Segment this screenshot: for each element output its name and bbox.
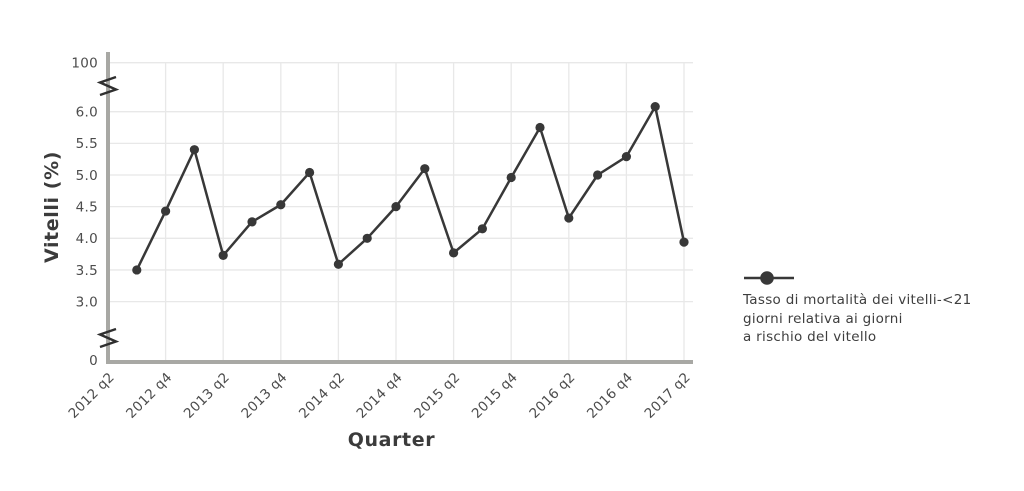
data-point xyxy=(247,217,257,227)
data-point xyxy=(593,170,603,180)
data-point xyxy=(333,259,343,269)
data-point xyxy=(621,152,632,162)
data-point xyxy=(132,265,142,275)
x-tick-label: 2016 q4 xyxy=(584,370,636,422)
data-point xyxy=(218,250,228,260)
data-point xyxy=(564,213,574,223)
data-point xyxy=(506,172,516,183)
x-tick-label: 2015 q4 xyxy=(469,370,521,422)
axis-break-icon xyxy=(96,327,120,349)
data-point xyxy=(679,237,689,247)
axis-break-icon xyxy=(96,75,120,97)
x-tick-label: 2013 q4 xyxy=(238,370,290,422)
x-tick-label: 2012 q2 xyxy=(66,370,118,422)
x-tick-label: 2014 q2 xyxy=(296,370,348,422)
legend-label-line1: Tasso di mortalità dei vitelli-<21 xyxy=(743,292,972,308)
data-point xyxy=(477,224,487,234)
data-point xyxy=(305,167,315,178)
y-tick-label: 5.0 xyxy=(76,168,98,184)
y-tick-label: 6.0 xyxy=(76,105,98,121)
x-tick-label: 2015 q2 xyxy=(411,370,463,422)
data-point xyxy=(449,248,459,258)
data-point xyxy=(189,145,199,155)
data-point xyxy=(650,102,660,112)
legend-marker-icon xyxy=(744,271,794,285)
y-tick-label: 0 xyxy=(89,353,98,369)
x-tick-label: 2016 q2 xyxy=(526,370,578,422)
data-point xyxy=(535,122,545,133)
y-tick-label: 3.0 xyxy=(76,294,98,310)
x-axis-title: Quarter xyxy=(347,429,436,451)
legend-label-line3: a rischio del vitello xyxy=(743,329,877,345)
x-tick-label: 2014 q4 xyxy=(354,370,406,422)
data-point xyxy=(362,233,372,243)
y-axis-title: Vitelli (%) xyxy=(41,150,63,264)
x-tick-label: 2017 q2 xyxy=(642,370,694,422)
y-tick-label: 4.0 xyxy=(76,231,98,247)
legend-label-line2: giorni relativa ai giorni xyxy=(743,310,903,327)
y-tick-label: 3.5 xyxy=(76,263,98,279)
legend: Tasso di mortalità dei vitelli-<21 giorn… xyxy=(743,270,1013,347)
data-point xyxy=(391,202,401,212)
y-tick-label: 100 xyxy=(71,56,98,72)
data-point xyxy=(161,206,171,216)
x-tick-label: 2012 q4 xyxy=(123,370,175,422)
x-tick-label: 2013 q2 xyxy=(181,370,233,422)
series-line xyxy=(135,105,686,272)
data-point xyxy=(276,200,286,210)
data-point xyxy=(420,164,430,174)
y-tick-label: 4.5 xyxy=(76,199,98,215)
y-tick-label: 5.5 xyxy=(76,136,98,152)
